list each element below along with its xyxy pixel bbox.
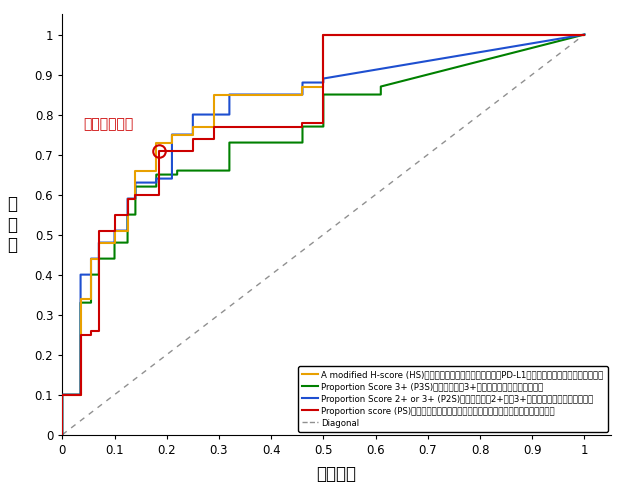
Y-axis label: 陽
性
率: 陽 性 率 xyxy=(7,195,17,255)
Text: カットオフ値: カットオフ値 xyxy=(83,117,133,131)
Legend: A modified H-score (HS)：染色強度ごとに重み付けをし、PD-L1発現細胞の割合を数値化した指標, Proportion Score 3+ : A modified H-score (HS)：染色強度ごとに重み付けをし、PD… xyxy=(298,367,608,432)
X-axis label: 偽陽性率: 偽陽性率 xyxy=(316,465,356,483)
